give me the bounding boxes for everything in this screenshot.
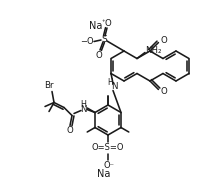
Text: O: O bbox=[95, 50, 102, 60]
Text: NH₂: NH₂ bbox=[144, 46, 160, 55]
Text: H: H bbox=[80, 100, 85, 109]
Text: O=S=O: O=S=O bbox=[91, 143, 124, 152]
Text: ⁺: ⁺ bbox=[101, 20, 104, 26]
Text: N: N bbox=[110, 82, 117, 91]
Text: O: O bbox=[104, 18, 111, 27]
Text: O: O bbox=[159, 36, 166, 45]
Text: S: S bbox=[101, 35, 106, 44]
Text: O⁻: O⁻ bbox=[103, 161, 114, 170]
Text: −O: −O bbox=[80, 36, 93, 46]
Text: O: O bbox=[66, 126, 73, 135]
Text: H: H bbox=[107, 78, 112, 87]
Text: Br: Br bbox=[44, 81, 54, 90]
Text: N: N bbox=[79, 105, 86, 114]
Text: Na: Na bbox=[89, 21, 102, 31]
Text: Na: Na bbox=[97, 169, 110, 179]
Text: O: O bbox=[159, 87, 166, 96]
